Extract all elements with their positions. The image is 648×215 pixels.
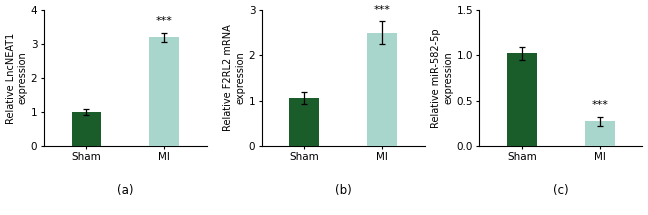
Y-axis label: Relative miR-582-5p
expression: Relative miR-582-5p expression — [432, 28, 454, 128]
Bar — [149, 37, 179, 146]
Text: ***: *** — [592, 100, 608, 110]
Y-axis label: Relative LncNEAT1
expression: Relative LncNEAT1 expression — [6, 32, 28, 124]
Text: ***: *** — [373, 5, 390, 15]
Text: (a): (a) — [117, 184, 133, 197]
Y-axis label: Relative F2RL2 mRNA
expression: Relative F2RL2 mRNA expression — [224, 25, 246, 131]
Bar — [367, 33, 397, 146]
Bar — [507, 54, 537, 146]
Text: (c): (c) — [553, 184, 569, 197]
Bar — [71, 112, 101, 146]
Text: ***: *** — [156, 16, 172, 26]
Text: (b): (b) — [334, 184, 351, 197]
Bar — [290, 98, 319, 146]
Bar — [585, 121, 614, 146]
